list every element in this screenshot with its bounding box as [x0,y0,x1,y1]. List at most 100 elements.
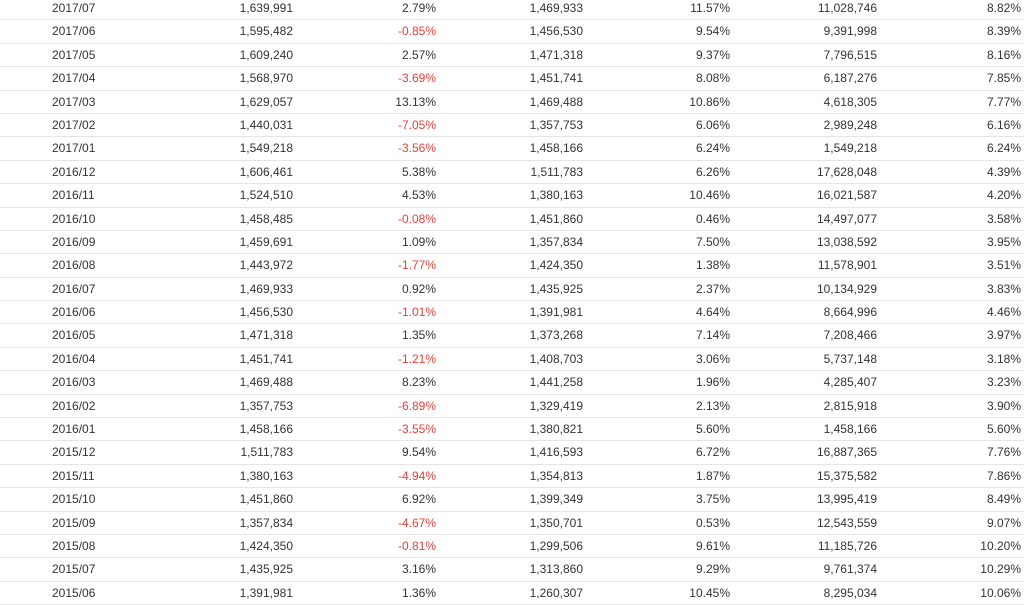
value-change-cell: 9.54% [401,445,436,460]
value-cell: 1,549,218 [239,141,293,156]
cumulative-change-cell: 10.20% [980,538,1021,553]
compare-value-cell: 1,441,258 [529,375,583,390]
month-cell: 2017/02 [52,117,96,132]
compare-change-cell: 11.57% [690,1,730,15]
value-change-cell: -3.55% [397,422,436,437]
compare-value-cell: 1,451,741 [529,71,583,86]
value-cell: 1,380,163 [239,468,293,483]
compare-change-cell: 5.60% [695,422,730,437]
value-cell: 1,458,166 [239,422,293,437]
value-change-cell: -4.67% [397,515,436,530]
table-row: 2017/03 1,629,057 13.13% 1,469,488 10.86% 4,6… [0,91,1024,114]
cumulative-change-cell: 8.49% [986,492,1021,507]
table-row: 2016/04 1,451,741 -1.21% 1,408,703 3.06% 5,73… [0,348,1024,372]
value-change-cell: -0.08% [397,211,436,226]
value-cell: 1,451,741 [239,351,293,366]
month-cell: 2016/07 [52,281,96,296]
compare-value-cell: 1,380,821 [529,422,583,437]
month-cell: 2017/04 [52,71,96,86]
table-row: 2016/08 1,443,972 -1.77% 1,424,350 1.38% 11,5… [0,254,1024,278]
compare-change-cell: 3.06% [695,351,730,366]
cumulative-value-cell: 14,497,077 [816,211,877,226]
value-cell: 1,511,783 [240,445,294,460]
cumulative-change-cell: 4.39% [986,164,1021,179]
cumulative-value-cell: 4,618,305 [823,94,877,109]
cumulative-value-cell: 6,187,276 [823,71,877,86]
cumulative-value-cell: 17,628,048 [816,164,877,179]
table-row: 2015/08 1,424,350 -0.81% 1,299,506 9.61% 11,1… [0,535,1024,559]
month-cell: 2015/08 [52,538,96,553]
table-row: 2017/02 1,440,031 -7.05% 1,357,753 6.06% 2,98… [0,114,1024,138]
cumulative-value-cell: 11,028,746 [817,1,877,15]
cumulative-change-cell: 3.90% [986,398,1021,413]
compare-value-cell: 1,469,488 [529,94,583,109]
month-cell: 2016/05 [52,328,96,343]
compare-change-cell: 3.75% [695,492,730,507]
compare-change-cell: 8.08% [695,71,730,86]
compare-value-cell: 1,451,860 [529,211,583,226]
value-change-cell: 4.53% [401,188,436,203]
cumulative-change-cell: 3.58% [986,211,1021,226]
value-change-cell: 6.92% [401,492,436,507]
value-cell: 1,629,057 [239,94,293,109]
month-cell: 2017/01 [52,141,96,156]
value-cell: 1,639,991 [239,1,293,15]
compare-change-cell: 10.86% [689,94,730,109]
month-cell: 2016/03 [52,375,96,390]
cumulative-value-cell: 11,578,901 [817,258,877,273]
cumulative-change-cell: 3.23% [986,375,1021,390]
value-cell: 1,459,691 [239,234,293,249]
value-cell: 1,469,488 [239,375,293,390]
cumulative-change-cell: 7.86% [986,468,1021,483]
compare-value-cell: 1,399,349 [529,492,583,507]
table-row: 2016/02 1,357,753 -6.89% 1,329,419 2.13% 2,81… [0,395,1024,419]
value-change-cell: 3.16% [401,562,436,577]
cumulative-value-cell: 11,185,726 [817,538,877,553]
value-change-cell: 2.57% [401,47,436,62]
cumulative-value-cell: 8,295,034 [823,585,877,600]
cumulative-value-cell: 12,543,559 [816,515,877,530]
month-cell: 2015/09 [52,515,96,530]
cumulative-change-cell: 3.83% [986,281,1021,296]
table-row: 2015/11 1,380,163 -4.94% 1,354,813 1.87% 15,3… [0,465,1024,489]
cumulative-change-cell: 6.16% [986,117,1021,132]
cumulative-value-cell: 5,737,148 [823,351,877,366]
cumulative-value-cell: 9,391,998 [823,24,877,39]
table-row: 2017/01 1,549,218 -3.56% 1,458,166 6.24% 1,54… [0,137,1024,161]
compare-value-cell: 1,511,783 [530,164,584,179]
compare-change-cell: 9.61% [695,538,730,553]
compare-value-cell: 1,458,166 [529,141,583,156]
value-cell: 1,469,933 [239,281,293,296]
value-change-cell: -0.81% [397,538,436,553]
value-change-cell: -1.21% [397,351,436,366]
compare-value-cell: 1,416,593 [529,445,583,460]
cumulative-value-cell: 13,038,592 [816,234,877,249]
value-change-cell: 8.23% [401,375,436,390]
value-change-cell: 1.09% [401,234,436,249]
table-row: 2015/10 1,451,860 6.92% 1,399,349 3.75% 13,99… [0,488,1024,512]
value-cell: 1,443,972 [239,258,293,273]
month-cell: 2016/11 [52,188,95,203]
cumulative-value-cell: 16,021,587 [816,188,877,203]
table-row: 2016/06 1,456,530 -1.01% 1,391,981 4.64% 8,66… [0,301,1024,325]
value-cell: 1,435,925 [239,562,293,577]
cumulative-value-cell: 4,285,407 [823,375,877,390]
compare-change-cell: 0.53% [695,515,730,530]
cumulative-value-cell: 10,134,929 [816,281,877,296]
month-cell: 2017/07 [52,1,96,15]
cumulative-change-cell: 5.60% [986,422,1021,437]
value-cell: 1,451,860 [239,492,293,507]
compare-value-cell: 1,435,925 [529,281,583,296]
month-cell: 2015/11 [52,468,95,483]
cumulative-value-cell: 1,458,166 [823,422,877,437]
table-row: 2017/05 1,609,240 2.57% 1,471,318 9.37% 7,796… [0,44,1024,68]
value-cell: 1,391,981 [239,585,293,600]
compare-change-cell: 1.38% [695,258,730,273]
month-cell: 2016/06 [52,305,96,320]
compare-value-cell: 1,313,860 [529,562,583,577]
table-row: 2016/10 1,458,485 -0.08% 1,451,860 0.46% 14,4… [0,208,1024,231]
cumulative-change-cell: 3.95% [986,234,1021,249]
cumulative-change-cell: 3.51% [986,258,1021,273]
month-cell: 2017/05 [52,47,96,62]
